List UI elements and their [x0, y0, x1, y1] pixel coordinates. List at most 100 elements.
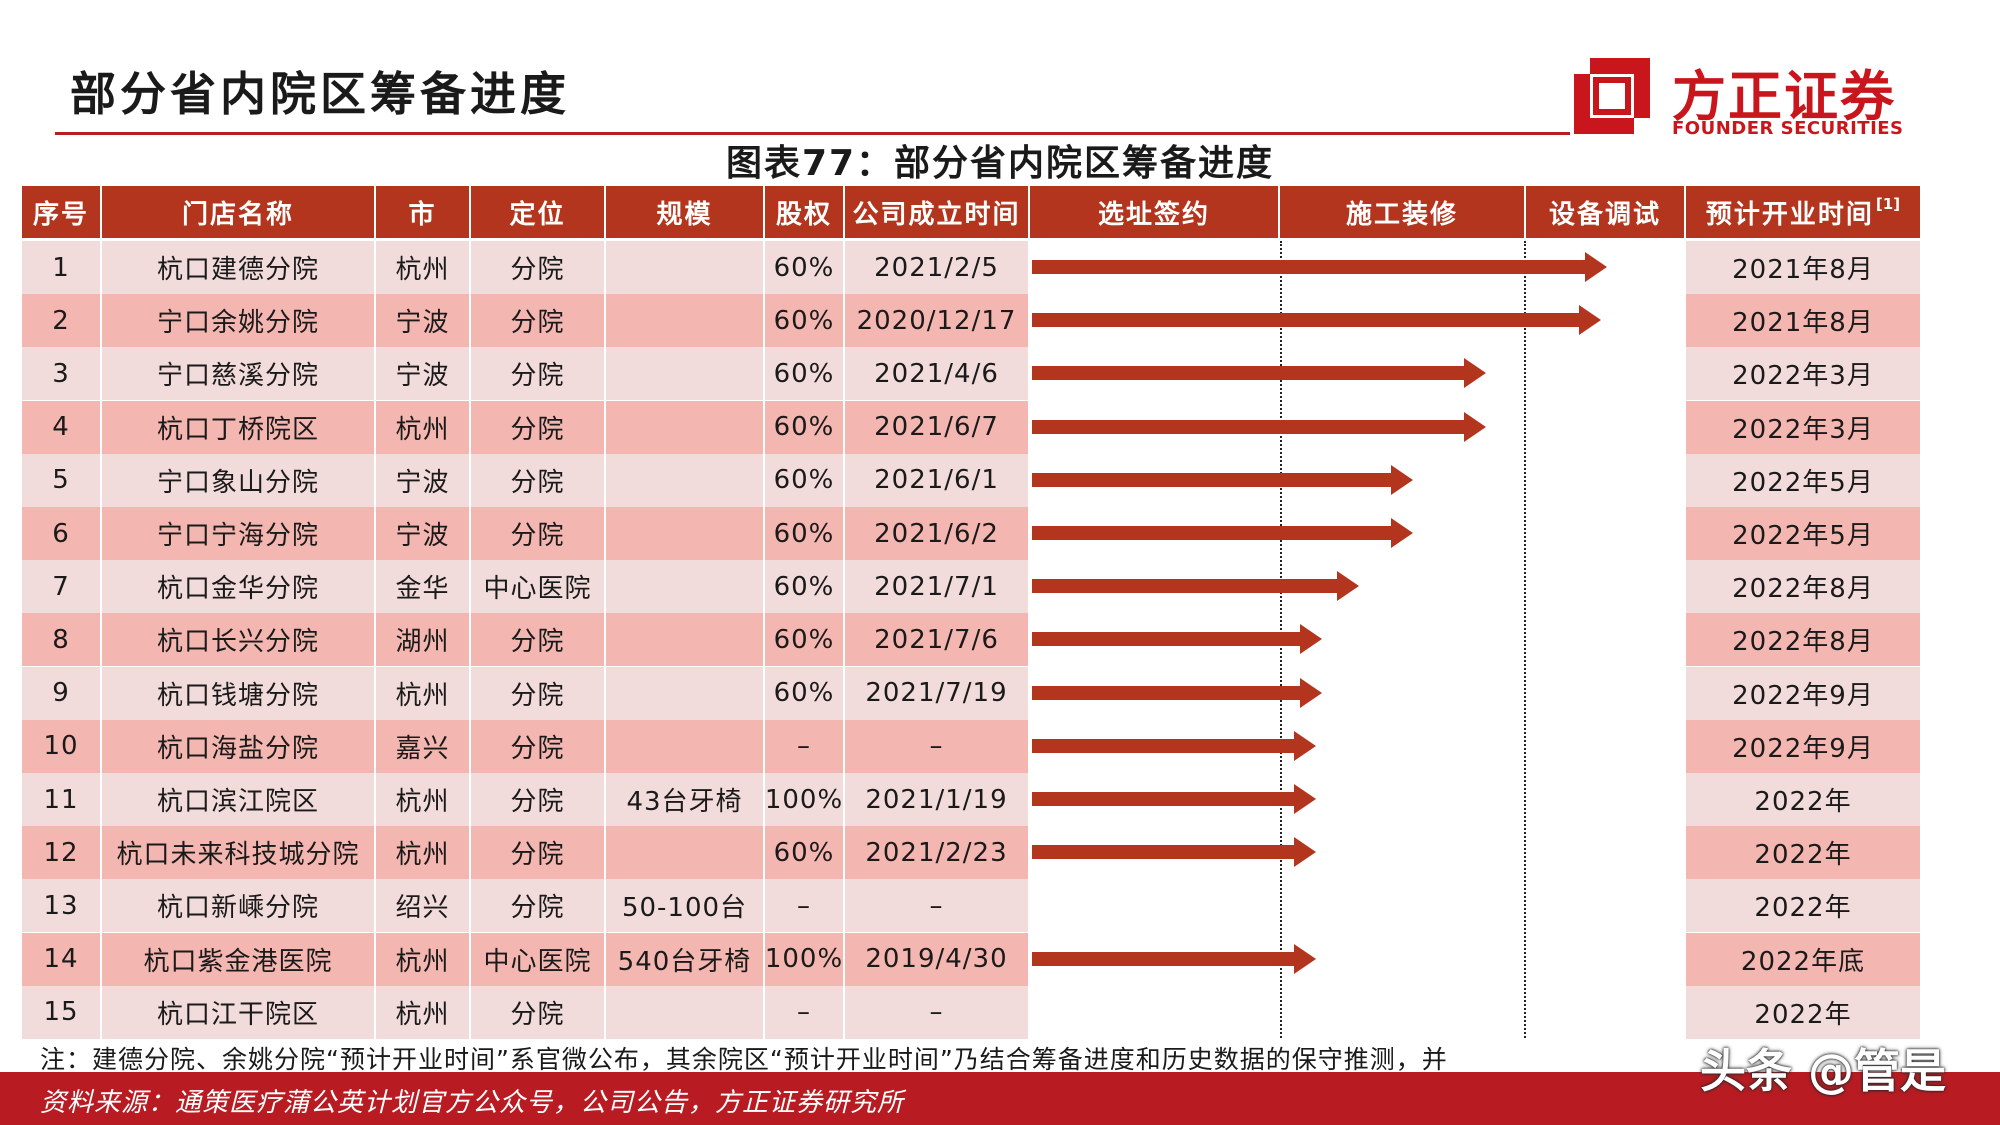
arrow-head-icon	[1579, 305, 1601, 336]
cell-open-date: 2022年	[1686, 879, 1920, 933]
cell-city: 杭州	[376, 666, 469, 720]
cell-position: 分院	[471, 879, 604, 933]
cell-open-date: 2022年8月	[1686, 613, 1920, 667]
cell-position: 分院	[471, 985, 604, 1039]
cell-position: 分院	[471, 507, 604, 560]
cell-seq: 1	[22, 241, 100, 294]
cell-scale	[606, 613, 763, 667]
cell-city: 杭州	[376, 826, 469, 880]
cell-open-date: 2022年	[1686, 985, 1920, 1039]
arrow-shaft	[1032, 472, 1393, 487]
cell-open-date: 2022年8月	[1686, 560, 1920, 614]
arrow-head-icon	[1464, 411, 1486, 442]
cell-position: 分院	[471, 453, 604, 507]
cell-est-date: –	[845, 985, 1028, 1039]
chart-title: 图表77：部分省内院区筹备进度	[725, 143, 1275, 184]
cell-position: 分院	[471, 241, 604, 294]
cell-scale	[606, 507, 763, 560]
cell-store-name: 宁口象山分院	[102, 453, 374, 507]
arrow-head-icon	[1294, 730, 1316, 761]
cell-scale	[606, 400, 763, 454]
cell-city: 杭州	[376, 985, 469, 1039]
cell-est-date: 2021/7/1	[845, 560, 1028, 614]
cell-position: 分院	[471, 294, 604, 348]
cell-seq: 3	[22, 347, 100, 401]
arrow-head-icon	[1300, 624, 1322, 655]
cell-open-date: 2022年5月	[1686, 453, 1920, 507]
header-position: 定位	[471, 186, 604, 238]
arrow-shaft	[1032, 526, 1393, 540]
arrow-shaft	[1032, 419, 1466, 434]
cell-equity: 60%	[765, 400, 843, 454]
cell-est-date: 2020/12/17	[845, 294, 1028, 348]
cell-equity: 60%	[765, 294, 843, 348]
cell-scale: 50-100台	[606, 879, 763, 933]
header-city: 市	[376, 186, 469, 238]
cell-seq: 5	[22, 453, 100, 507]
header-construction: 施工装修	[1280, 186, 1524, 238]
header-store-name: 门店名称	[102, 186, 374, 238]
cell-equity: 60%	[765, 560, 843, 614]
cell-store-name: 杭口建德分院	[102, 241, 374, 294]
cell-store-name: 杭口未来科技城分院	[102, 826, 374, 880]
arrow-head-icon	[1294, 943, 1316, 974]
source-bar: 资料来源：通策医疗蒲公英计划官方公众号，公司公告，方正证券研究所	[0, 1072, 2000, 1125]
progress-arrow	[1032, 784, 1316, 814]
cell-store-name: 宁口余姚分院	[102, 294, 374, 348]
cell-scale: 540台牙椅	[606, 932, 763, 986]
company-logo: 方正证券 FOUNDER SECURITIES	[1572, 52, 1903, 142]
cell-seq: 10	[22, 719, 100, 773]
progress-arrow	[1032, 730, 1316, 761]
arrow-shaft	[1032, 260, 1587, 274]
cell-open-date: 2022年	[1686, 773, 1920, 826]
cell-scale	[606, 241, 763, 294]
cell-position: 分院	[471, 826, 604, 880]
cell-open-date: 2022年5月	[1686, 507, 1920, 560]
progress-arrow	[1032, 252, 1607, 282]
cell-position: 分院	[471, 613, 604, 667]
cell-open-date: 2022年9月	[1686, 666, 1920, 720]
arrow-shaft	[1032, 738, 1296, 753]
cell-store-name: 杭口新嵊分院	[102, 879, 374, 933]
cell-store-name: 杭口金华分院	[102, 560, 374, 614]
cell-equity: 100%	[765, 932, 843, 986]
cell-scale: 43台牙椅	[606, 773, 763, 826]
progress-arrow	[1032, 358, 1486, 389]
arrow-head-icon	[1464, 358, 1486, 389]
arrow-head-icon	[1585, 252, 1607, 282]
arrow-shaft	[1032, 685, 1302, 700]
arrow-shaft	[1032, 632, 1302, 647]
cell-scale	[606, 719, 763, 773]
arrow-head-icon	[1391, 464, 1413, 495]
arrow-head-icon	[1300, 677, 1322, 708]
title-rule	[55, 132, 1570, 135]
cell-store-name: 宁口宁海分院	[102, 507, 374, 560]
header-equity: 股权	[765, 186, 843, 238]
cell-equity: 60%	[765, 826, 843, 880]
cell-equity: 60%	[765, 666, 843, 720]
cell-scale	[606, 666, 763, 720]
cell-seq: 12	[22, 826, 100, 880]
watermark: 头条 @管是	[1700, 1044, 1947, 1098]
progress-area	[1030, 241, 1685, 1038]
cell-city: 杭州	[376, 932, 469, 986]
stage-divider	[1524, 241, 1526, 1038]
cell-store-name: 杭口丁桥院区	[102, 400, 374, 454]
cell-equity: 60%	[765, 347, 843, 401]
cell-est-date: 2021/2/5	[845, 241, 1028, 294]
progress-arrow	[1032, 624, 1322, 655]
cell-open-date: 2021年8月	[1686, 294, 1920, 348]
cell-est-date: 2021/6/1	[845, 453, 1028, 507]
cell-city: 湖州	[376, 613, 469, 667]
cell-scale	[606, 453, 763, 507]
progress-arrow	[1032, 571, 1359, 602]
cell-scale	[606, 347, 763, 401]
arrow-shaft	[1032, 951, 1296, 966]
arrow-shaft	[1032, 579, 1339, 594]
cell-city: 金华	[376, 560, 469, 614]
cell-store-name: 宁口慈溪分院	[102, 347, 374, 401]
cell-equity: –	[765, 879, 843, 933]
cell-open-date: 2022年底	[1686, 932, 1920, 986]
cell-seq: 14	[22, 932, 100, 986]
cell-city: 宁波	[376, 453, 469, 507]
